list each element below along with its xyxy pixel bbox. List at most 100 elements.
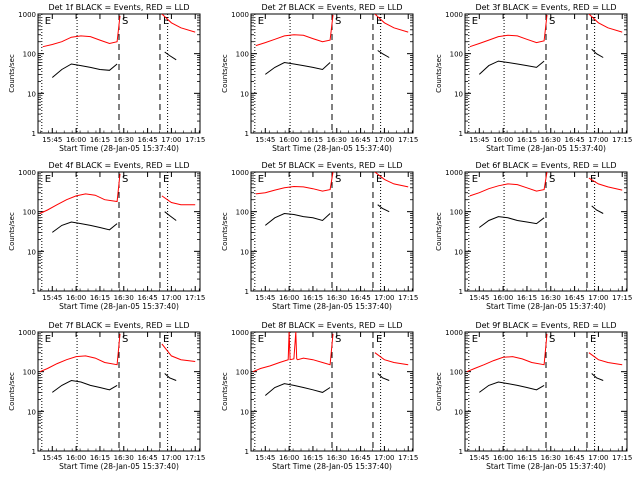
y-tick-label: 1000 bbox=[18, 329, 36, 337]
y-tick-label: 1000 bbox=[231, 329, 249, 337]
series-lld-line bbox=[374, 352, 409, 366]
y-tick-label: 1000 bbox=[445, 329, 463, 337]
marker-label: E bbox=[472, 334, 478, 345]
y-tick-label: 100 bbox=[450, 209, 463, 217]
x-tick-label: 17:15 bbox=[398, 454, 418, 462]
x-tick-label: 16:00 bbox=[493, 454, 513, 462]
marker-label: S bbox=[122, 16, 128, 27]
x-tick-label: 15:45 bbox=[42, 454, 62, 462]
y-tick-label: 1 bbox=[245, 130, 249, 138]
series-events-line bbox=[51, 63, 118, 78]
series-events-line bbox=[264, 383, 331, 396]
detector-panel-3: Det 3f BLACK = Events, RED = LLD 1 10 100 10… bbox=[435, 3, 632, 153]
y-axis-label: Counts/sec bbox=[221, 212, 229, 251]
x-tick-label: 16:15 bbox=[90, 136, 110, 144]
x-tick-label: 17:15 bbox=[398, 136, 418, 144]
x-tick-label: 16:30 bbox=[327, 454, 347, 462]
series-lld-line bbox=[39, 173, 121, 214]
marker-label: S bbox=[549, 16, 555, 27]
y-tick-label: 10 bbox=[240, 248, 249, 256]
x-tick-label: 16:45 bbox=[350, 136, 370, 144]
series-lld-line bbox=[252, 332, 334, 373]
x-tick-label: 16:45 bbox=[564, 136, 584, 144]
series-events-line bbox=[264, 212, 331, 226]
panel-title: Det 1f BLACK = Events, RED = LLD bbox=[48, 3, 189, 12]
series-events-line bbox=[478, 60, 545, 75]
y-tick-label: 10 bbox=[27, 248, 36, 256]
marker-label: E bbox=[258, 334, 264, 345]
y-tick-label: 10 bbox=[454, 90, 463, 98]
x-tick-label: 16:00 bbox=[279, 136, 299, 144]
x-tick-label: 16:30 bbox=[114, 136, 134, 144]
y-axis-label: Counts/sec bbox=[435, 212, 443, 251]
x-tick-label: 16:15 bbox=[517, 294, 537, 302]
series-lld-line bbox=[42, 15, 121, 48]
x-tick-label: 16:00 bbox=[279, 454, 299, 462]
x-tick-label: 17:15 bbox=[398, 294, 418, 302]
x-tick-label: 15:45 bbox=[469, 136, 489, 144]
x-tick-label: 16:00 bbox=[66, 454, 86, 462]
marker-label: E bbox=[590, 334, 596, 345]
x-tick-label: 16:00 bbox=[66, 294, 86, 302]
detector-panel-5: Det 5f BLACK = Events, RED = LLD 1 10 100 10… bbox=[221, 161, 418, 311]
series-events-line bbox=[591, 373, 604, 381]
marker-label: E bbox=[45, 334, 51, 345]
marker-label: E bbox=[258, 16, 264, 27]
x-tick-label: 16:30 bbox=[541, 136, 561, 144]
x-axis-label: Start Time (28-Jan-05 15:37:40) bbox=[486, 144, 606, 153]
marker-label: E bbox=[163, 174, 169, 185]
detector-panel-2: Det 2f BLACK = Events, RED = LLD 1 10 100 10… bbox=[221, 3, 418, 153]
y-tick-label: 1 bbox=[32, 448, 36, 456]
x-axis-label: Start Time (28-Jan-05 15:37:40) bbox=[486, 302, 606, 311]
marker-label: E bbox=[472, 174, 478, 185]
marker-label: S bbox=[122, 174, 128, 185]
x-tick-label: 15:45 bbox=[42, 294, 62, 302]
series-lld-line bbox=[588, 352, 623, 366]
x-tick-label: 17:00 bbox=[161, 136, 181, 144]
x-tick-label: 16:15 bbox=[303, 454, 323, 462]
series-events-line bbox=[164, 211, 177, 221]
x-tick-label: 17:15 bbox=[612, 294, 632, 302]
detector-panel-8: Det 8f BLACK = Events, RED = LLD 1 10 100 10… bbox=[221, 321, 418, 471]
x-axis-label: Start Time (28-Jan-05 15:37:40) bbox=[59, 462, 179, 471]
y-tick-label: 100 bbox=[23, 209, 36, 217]
detector-panel-1: Det 1f BLACK = Events, RED = LLD 1 10 100 10… bbox=[8, 3, 205, 153]
x-tick-label: 16:30 bbox=[327, 294, 347, 302]
y-tick-label: 1000 bbox=[18, 169, 36, 177]
x-tick-label: 17:15 bbox=[185, 136, 205, 144]
series-lld-line bbox=[588, 14, 623, 33]
marker-label: E bbox=[163, 16, 169, 27]
x-tick-label: 16:15 bbox=[303, 136, 323, 144]
y-tick-label: 100 bbox=[236, 209, 249, 217]
x-tick-label: 16:00 bbox=[279, 294, 299, 302]
marker-label: S bbox=[335, 16, 341, 27]
x-tick-label: 17:00 bbox=[161, 294, 181, 302]
x-tick-label: 15:45 bbox=[255, 294, 275, 302]
marker-label: E bbox=[590, 174, 596, 185]
series-events-line bbox=[164, 373, 177, 381]
x-tick-label: 16:00 bbox=[493, 294, 513, 302]
series-events-line bbox=[591, 48, 604, 58]
series-events-line bbox=[265, 61, 331, 75]
y-tick-label: 1000 bbox=[445, 169, 463, 177]
y-tick-label: 100 bbox=[450, 51, 463, 59]
y-tick-label: 1000 bbox=[231, 169, 249, 177]
y-tick-label: 1 bbox=[459, 288, 463, 296]
marker-label: S bbox=[549, 174, 555, 185]
x-tick-label: 17:00 bbox=[588, 136, 608, 144]
series-lld-line bbox=[255, 14, 334, 47]
x-tick-label: 16:30 bbox=[327, 136, 347, 144]
x-tick-label: 17:00 bbox=[374, 454, 394, 462]
marker-label: E bbox=[258, 174, 264, 185]
x-tick-label: 16:30 bbox=[541, 294, 561, 302]
x-axis-label: Start Time (28-Jan-05 15:37:40) bbox=[59, 302, 179, 311]
x-tick-label: 16:45 bbox=[137, 454, 157, 462]
marker-label: S bbox=[335, 334, 341, 345]
series-events-line bbox=[164, 51, 177, 61]
y-tick-label: 100 bbox=[23, 369, 36, 377]
panel-title: Det 2f BLACK = Events, RED = LLD bbox=[261, 3, 402, 12]
x-tick-label: 16:45 bbox=[137, 294, 157, 302]
x-tick-label: 17:00 bbox=[588, 454, 608, 462]
panel-title: Det 7f BLACK = Events, RED = LLD bbox=[48, 321, 189, 330]
